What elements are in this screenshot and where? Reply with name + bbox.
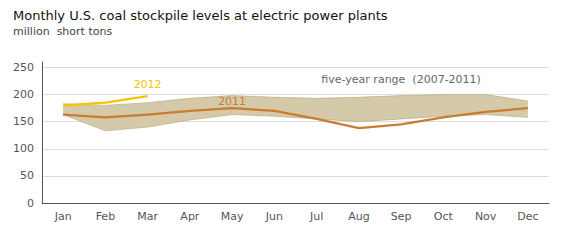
svg-text:250: 250 <box>13 61 34 74</box>
svg-text:Monthly U.S. coal stockpile le: Monthly U.S. coal stockpile levels at el… <box>13 8 388 23</box>
svg-text:100: 100 <box>13 142 34 155</box>
svg-text:Sep: Sep <box>391 210 412 223</box>
svg-text:May: May <box>221 210 244 223</box>
svg-text:Nov: Nov <box>475 210 497 223</box>
svg-text:200: 200 <box>13 88 34 101</box>
svg-text:Dec: Dec <box>517 210 538 223</box>
svg-text:Jul: Jul <box>309 210 323 223</box>
svg-text:Mar: Mar <box>137 210 158 223</box>
svg-text:50: 50 <box>20 169 34 182</box>
svg-text:Jan: Jan <box>54 210 72 223</box>
svg-text:150: 150 <box>13 115 34 128</box>
svg-text:Feb: Feb <box>96 210 115 223</box>
svg-text:0: 0 <box>27 197 34 210</box>
svg-text:Jun: Jun <box>265 210 283 223</box>
svg-text:Aug: Aug <box>348 210 369 223</box>
svg-text:million short tons: million short tons <box>13 25 112 38</box>
svg-text:Oct: Oct <box>434 210 454 223</box>
svg-text:Apr: Apr <box>180 210 200 223</box>
svg-text:2011: 2011 <box>218 95 246 108</box>
svg-text:five-year range (2007-2011): five-year range (2007-2011) <box>321 73 481 86</box>
svg-text:2012: 2012 <box>134 78 162 91</box>
